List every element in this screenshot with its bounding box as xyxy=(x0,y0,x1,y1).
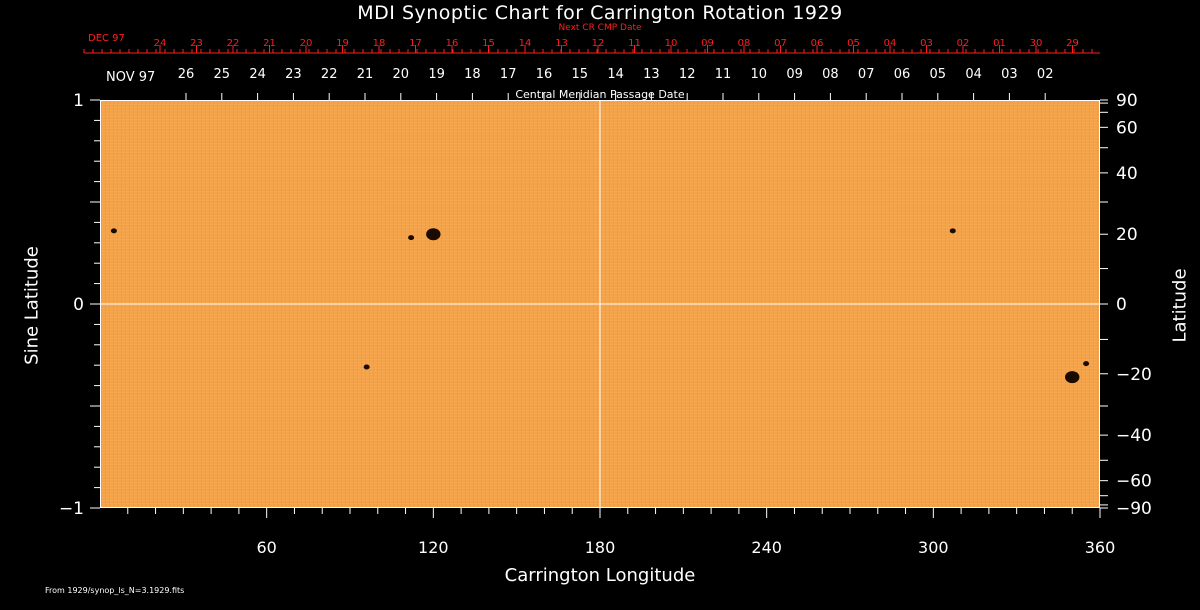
x-tick-label-60: 60 xyxy=(256,538,276,557)
white-date-12: 14 xyxy=(607,67,624,82)
red-date-5: 19 xyxy=(336,38,349,49)
white-date-14: 12 xyxy=(679,67,696,82)
red-date-19: 05 xyxy=(847,38,860,49)
white-date-17: 09 xyxy=(786,67,803,82)
white-date-15: 11 xyxy=(715,67,732,82)
white-date-10: 16 xyxy=(536,67,553,82)
y-tick-label-right-1: 60 xyxy=(1116,118,1138,138)
y-tick-label-right-7: −60 xyxy=(1116,472,1152,492)
red-date-2: 22 xyxy=(227,38,240,49)
y-tick-label-right-6: −40 xyxy=(1116,426,1152,446)
sunspot-1 xyxy=(408,235,415,241)
white-date-21: 05 xyxy=(930,67,947,82)
red-date-8: 16 xyxy=(446,38,459,49)
red-date-21: 03 xyxy=(920,38,933,49)
red-date-13: 11 xyxy=(628,38,641,49)
red-date-24: 30 xyxy=(1030,38,1043,49)
white-date-3: 23 xyxy=(285,67,302,82)
y-tick-label-right-0: 90 xyxy=(1116,91,1138,111)
y-axis-label-left: Sine Latitude xyxy=(21,246,43,365)
y-tick-label-left-0: 1 xyxy=(73,91,84,111)
y-tick-label-right-4: 0 xyxy=(1116,295,1127,315)
central-meridian-label: Central Meridian Passage Date xyxy=(515,88,685,101)
red-date-25: 29 xyxy=(1066,38,1079,49)
red-date-17: 07 xyxy=(774,38,787,49)
white-date-4: 22 xyxy=(321,67,338,82)
red-date-4: 20 xyxy=(300,38,313,49)
white-date-9: 17 xyxy=(500,67,517,82)
white-date-7: 19 xyxy=(428,67,445,82)
sunspot-4 xyxy=(1065,371,1080,384)
white-date-20: 06 xyxy=(894,67,911,82)
y-tick-label-left-1: 0 xyxy=(73,295,84,315)
x-tick-label-180: 180 xyxy=(585,538,616,557)
red-date-0: 24 xyxy=(154,38,167,49)
white-date-22: 04 xyxy=(965,67,982,82)
red-date-23: 01 xyxy=(993,38,1006,49)
white-date-19: 07 xyxy=(858,67,875,82)
red-month-label: DEC 97 xyxy=(88,33,125,44)
red-date-11: 13 xyxy=(555,38,568,49)
red-date-20: 04 xyxy=(884,38,897,49)
white-month-label: NOV 97 xyxy=(106,70,155,85)
red-date-12: 12 xyxy=(592,38,605,49)
x-tick-label-360: 360 xyxy=(1085,538,1116,557)
white-date-0: 26 xyxy=(178,67,195,82)
x-tick-label-120: 120 xyxy=(418,538,449,557)
red-date-3: 21 xyxy=(263,38,276,49)
sunspot-5 xyxy=(1083,361,1090,367)
white-date-16: 10 xyxy=(751,67,768,82)
sunspot-0 xyxy=(426,228,441,241)
white-date-2: 24 xyxy=(249,67,266,82)
white-date-24: 02 xyxy=(1037,67,1054,82)
white-date-13: 13 xyxy=(643,67,660,82)
y-tick-label-right-8: −90 xyxy=(1116,499,1152,519)
white-date-11: 15 xyxy=(572,67,589,82)
sunspot-3 xyxy=(949,228,956,234)
white-date-8: 18 xyxy=(464,67,481,82)
sunspot-2 xyxy=(363,364,370,370)
white-date-5: 21 xyxy=(357,67,374,82)
y-axis-label-right: Latitude xyxy=(1169,268,1191,343)
red-date-10: 14 xyxy=(519,38,532,49)
y-tick-label-left-2: −1 xyxy=(59,499,84,519)
red-date-22: 02 xyxy=(957,38,970,49)
white-date-23: 03 xyxy=(1001,67,1018,82)
red-date-16: 08 xyxy=(738,38,751,49)
y-tick-label-right-2: 40 xyxy=(1116,164,1138,184)
x-axis-label: Carrington Longitude xyxy=(504,565,696,586)
sunspot-6 xyxy=(110,228,117,234)
source-file-note: From 1929/synop_ls_N=3.1929.fits xyxy=(45,586,185,595)
red-date-9: 15 xyxy=(482,38,495,49)
white-date-6: 20 xyxy=(393,67,410,82)
red-date-18: 06 xyxy=(811,38,824,49)
red-date-14: 10 xyxy=(665,38,678,49)
red-date-15: 09 xyxy=(701,38,714,49)
next-cr-cmp-label: Next CR CMP Date xyxy=(558,23,642,33)
white-date-18: 08 xyxy=(822,67,839,82)
chart-title: MDI Synoptic Chart for Carrington Rotati… xyxy=(357,2,843,24)
red-date-7: 17 xyxy=(409,38,422,49)
y-tick-label-right-3: 20 xyxy=(1116,225,1138,245)
red-date-1: 23 xyxy=(190,38,203,49)
x-tick-label-300: 300 xyxy=(918,538,949,557)
x-tick-label-240: 240 xyxy=(751,538,782,557)
y-tick-label-right-5: −20 xyxy=(1116,365,1152,385)
red-date-6: 18 xyxy=(373,38,386,49)
white-date-1: 25 xyxy=(214,67,231,82)
